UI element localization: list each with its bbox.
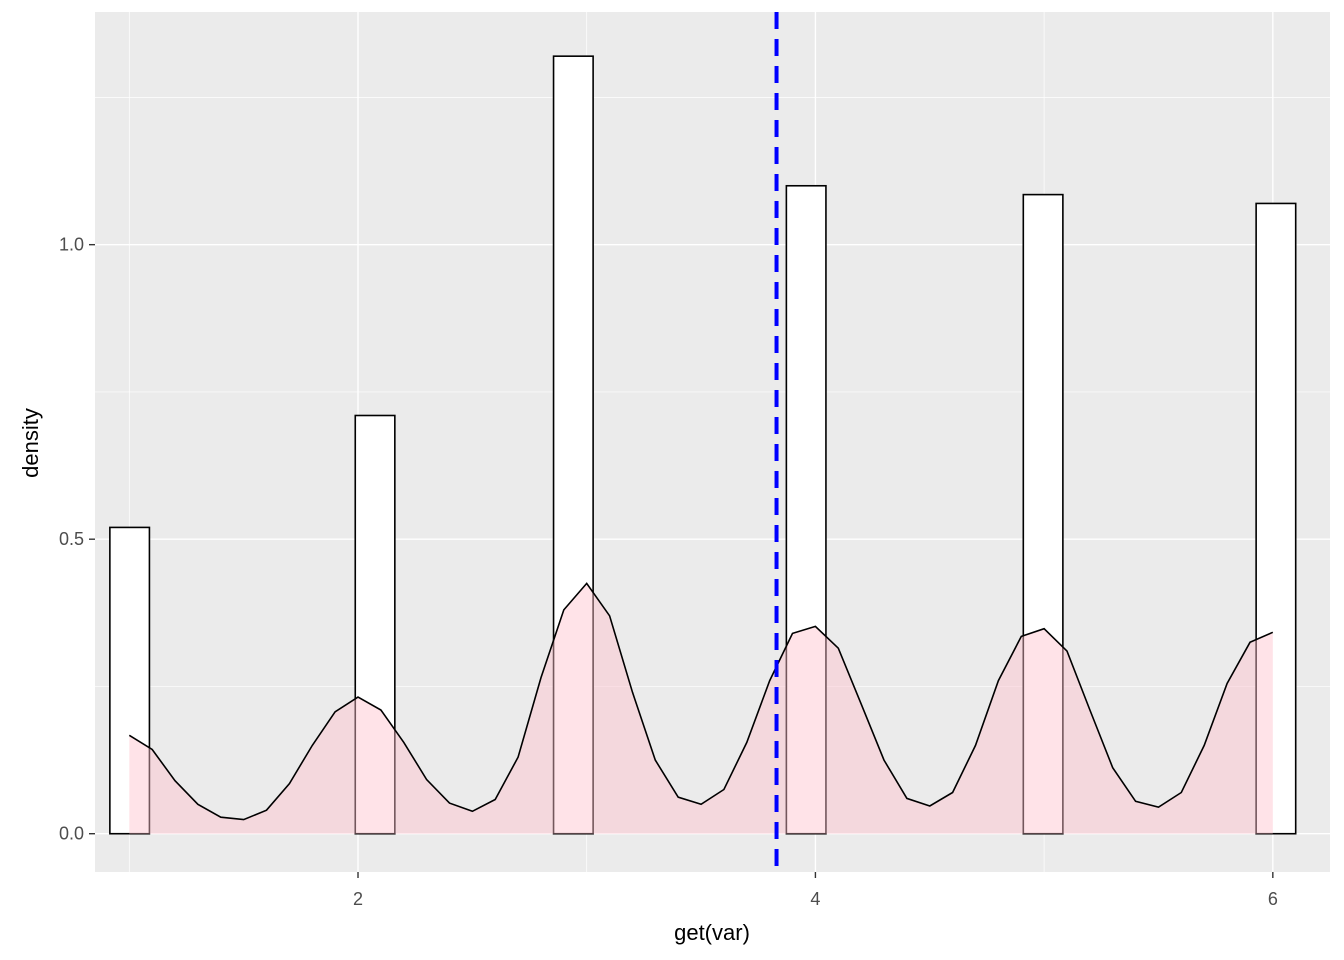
x-tick-label: 4 [810,889,820,909]
y-tick-label: 0.0 [59,824,84,844]
y-axis: 0.0 0.5 1.0 [59,235,95,844]
x-tick-label: 2 [353,889,363,909]
y-axis-title: density [18,408,43,478]
x-tick-label: 6 [1268,889,1278,909]
y-tick-label: 0.5 [59,529,84,549]
x-axis-title: get(var) [674,920,750,945]
y-tick-label: 1.0 [59,235,84,255]
plot-panel [95,12,1330,872]
x-axis: 2 4 6 [353,872,1278,909]
